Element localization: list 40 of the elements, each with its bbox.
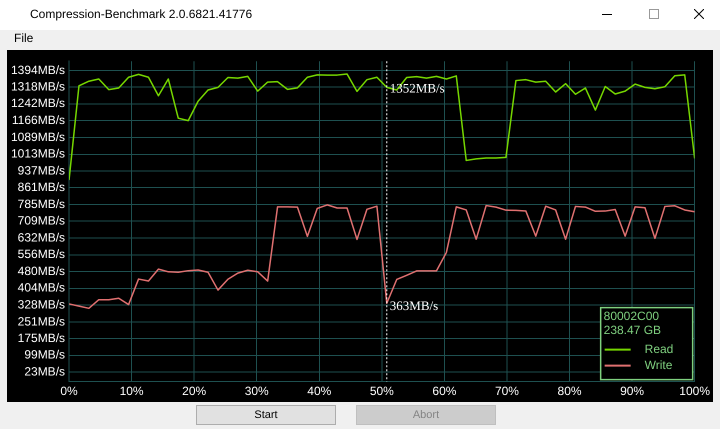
text: File	[14, 31, 34, 45]
x-tick-label: 30%	[244, 384, 270, 398]
y-tick-label: 1318MB/s	[11, 79, 66, 94]
x-tick-label: 0%	[60, 384, 78, 398]
y-tick-label: 328MB/s	[18, 297, 66, 312]
y-tick-label: 1089MB/s	[11, 130, 66, 144]
y-tick-label: 404MB/s	[18, 280, 66, 295]
x-tick-label: 20%	[182, 384, 206, 398]
legend-label: Write	[644, 358, 673, 372]
y-tick-label: 251MB/s	[18, 314, 66, 328]
y-tick-label: 632MB/s	[18, 230, 66, 244]
x-tick-label: 100%	[679, 384, 710, 398]
y-tick-label: 556MB/s	[18, 247, 66, 262]
x-tick-label: 10%	[120, 384, 144, 398]
y-tick-label: 1394MB/s	[11, 62, 66, 77]
x-tick-label: 90%	[620, 384, 644, 398]
start-button: Start	[196, 405, 336, 425]
abort-button: Abort	[356, 405, 496, 425]
annotation: 363MB/s	[390, 298, 438, 314]
y-tick-label: 861MB/s	[18, 180, 66, 194]
x-tick-label: 40%	[307, 384, 332, 398]
x-tick-label: 60%	[432, 384, 457, 398]
y-tick-label: 937MB/s	[18, 163, 66, 178]
x-tick-label: 80%	[558, 384, 582, 398]
y-tick-label: 175MB/s	[18, 331, 66, 345]
annotation: 80002C00	[604, 308, 660, 323]
y-tick-label: 23MB/s	[24, 364, 66, 378]
y-tick-label: 709MB/s	[18, 213, 66, 228]
y-tick-label: 1242MB/s	[11, 96, 66, 110]
y-tick-label: 1013MB/s	[11, 146, 66, 161]
x-tick-label: 50%	[370, 384, 394, 398]
y-tick-label: 785MB/s	[18, 196, 66, 211]
y-tick-label: 480MB/s	[18, 264, 66, 278]
legend-label: Read	[644, 342, 674, 356]
y-tick-label: 99MB/s	[24, 348, 66, 362]
y-tick-label: 1166MB/s	[12, 112, 66, 127]
annotation: 1352MB/s	[390, 80, 445, 96]
x-tick-label: 70%	[494, 384, 520, 398]
annotation: 238.47 GB	[604, 322, 662, 337]
chart-title: Compression-Benchmark 2.0.6821.41776	[30, 7, 252, 21]
